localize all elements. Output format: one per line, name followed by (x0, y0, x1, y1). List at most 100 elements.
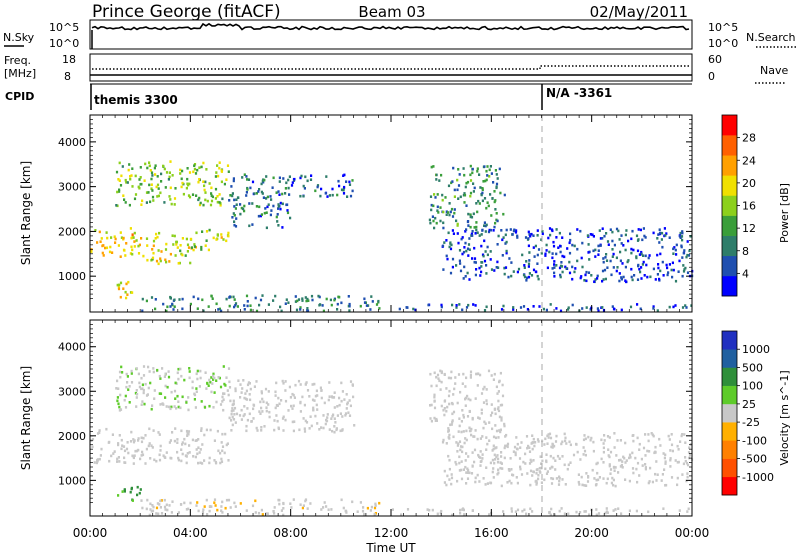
echo-cell (127, 388, 130, 391)
echo-cell (470, 427, 473, 431)
echo-cell (255, 309, 259, 313)
echo-cell (96, 241, 99, 244)
echo-cell (322, 414, 325, 417)
velocity-frame (89, 319, 693, 517)
echo-cell (554, 459, 557, 462)
echo-cell (630, 251, 633, 255)
echo-cell (550, 477, 553, 480)
echo-cell (131, 185, 134, 188)
echo-cell (585, 279, 588, 283)
echo-cell (510, 507, 513, 510)
echo-cell (119, 375, 122, 379)
echo-cell (630, 247, 633, 251)
echo-cell (544, 437, 547, 441)
echo-cell (438, 379, 441, 383)
echo-cell (349, 194, 353, 198)
echo-cell (268, 410, 271, 414)
echo-cell (597, 478, 600, 482)
echo-cell (510, 510, 513, 513)
echo-cell (251, 180, 255, 184)
echo-cell (130, 236, 133, 240)
echo-cell (492, 435, 496, 439)
echo-cell (366, 506, 369, 510)
echo-cell (489, 461, 492, 465)
velocity-colorbar-label: Velocity [m s^-1] (778, 370, 791, 465)
echo-cell (233, 501, 236, 505)
echo-cell (145, 507, 148, 511)
echo-cell (493, 225, 496, 229)
echo-cell (572, 453, 576, 457)
echo-cell (601, 269, 605, 273)
echo-cell (486, 245, 489, 249)
echo-cell (586, 234, 589, 237)
nave-trace (92, 65, 690, 70)
echo-cell (327, 508, 330, 511)
echo-cell (230, 429, 233, 432)
echo-cell (154, 164, 157, 167)
echo-cell (202, 180, 205, 183)
echo-cell (551, 256, 554, 260)
echo-cell (564, 439, 567, 443)
echo-cell (151, 248, 154, 251)
echo-cell (585, 306, 588, 309)
echo-cell (378, 501, 381, 505)
echo-cell (461, 236, 464, 239)
echo-cell (478, 266, 481, 270)
echo-cell (638, 442, 641, 446)
echo-cell (302, 194, 305, 198)
echo-cell (141, 297, 144, 301)
echo-cell (234, 304, 237, 307)
echo-cell (443, 413, 446, 417)
echo-cell (447, 231, 450, 235)
echo-cell (674, 279, 678, 283)
echo-cell (253, 385, 256, 388)
echo-cell (527, 237, 530, 240)
echo-cell (624, 478, 627, 481)
echo-cell (302, 504, 305, 507)
echo-cell (177, 377, 180, 381)
echo-cell (197, 509, 200, 513)
nsearch-label: N.Search (746, 31, 796, 44)
echo-cell (527, 244, 530, 248)
echo-cell (462, 430, 465, 433)
echo-cell (141, 383, 144, 387)
echo-cell (496, 243, 499, 246)
echo-cell (437, 211, 440, 214)
echo-cell (232, 409, 235, 412)
echo-cell (670, 268, 673, 272)
echo-cell (676, 461, 679, 464)
echo-cell (292, 393, 295, 397)
echo-cell (273, 428, 276, 432)
echo-cell (652, 231, 655, 235)
echo-cell (461, 382, 464, 385)
echo-cell (125, 447, 129, 451)
echo-cell (632, 439, 635, 443)
echo-cell (333, 391, 336, 394)
echo-cell (318, 295, 321, 299)
echo-cell (224, 432, 227, 436)
echo-cell (159, 377, 162, 380)
echo-cell (266, 512, 269, 515)
echo-cell (535, 481, 538, 485)
echo-cell (335, 427, 338, 430)
echo-cell (658, 437, 661, 441)
echo-cell (487, 230, 491, 234)
echo-cell (243, 308, 246, 311)
echo-cell (529, 483, 532, 487)
nsky-trace (91, 22, 690, 49)
echo-cell (492, 181, 495, 184)
echo-cell (684, 304, 687, 307)
echo-cell (651, 480, 654, 484)
echo-cell (552, 244, 556, 248)
echo-cell (121, 371, 124, 374)
echo-cell (208, 461, 211, 465)
echo-cell (460, 430, 463, 434)
echo-cell (169, 198, 172, 201)
echo-cell (145, 237, 149, 240)
echo-cell (473, 186, 476, 190)
echo-cell (323, 401, 326, 405)
freq-frame (89, 53, 693, 82)
echo-cell (583, 434, 586, 437)
